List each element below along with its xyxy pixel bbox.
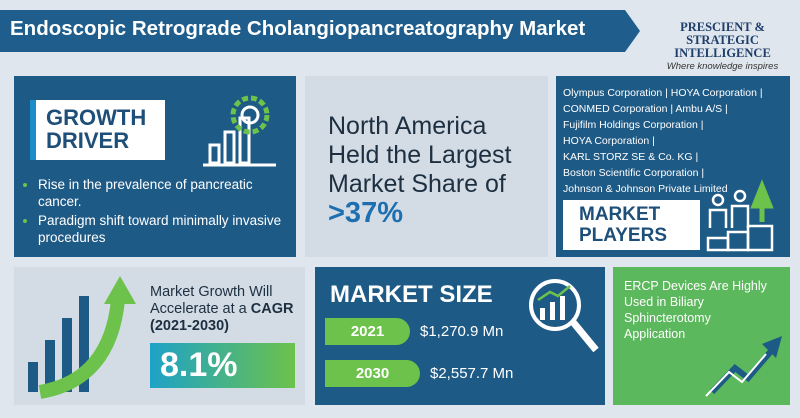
title: Endoscopic Retrograde Cholangiopancreato… [10, 17, 586, 40]
year-label: 2021 [325, 318, 410, 345]
growth-statement: Market Growth Will Accelerate at a [150, 284, 273, 317]
player-line: KARL STORZ SE & Co. KG | [563, 151, 699, 163]
arrow-head [104, 276, 136, 304]
player-line: Boston Scientific Corporation | [563, 167, 705, 179]
region-share: >37% [328, 197, 403, 229]
region-panel [305, 76, 548, 257]
growth-driver-heading: GROWTH DRIVER [30, 100, 165, 160]
title-banner [0, 10, 640, 52]
application-text: ERCP Devices Are Highly Used in Biliary … [624, 279, 767, 341]
player-line: Fujifilm Holdings Corporation | [563, 119, 704, 131]
market-size-rows: 2021 $1,270.9 Mn 2030 $2,557.7 Mn [325, 318, 595, 402]
bullet-text: Rise in the prevalence of pancreatic can… [38, 177, 253, 209]
market-size-row: 2030 $2,557.7 Mn [325, 360, 595, 387]
market-value: $1,270.9 Mn [420, 323, 504, 340]
logo-line: INTELLIGENCE [674, 46, 771, 60]
player-line: CONMED Corporation | Ambu A/S | [563, 103, 728, 115]
logo-line: PRESCIENT & STRATEGIC [680, 20, 765, 47]
growth-driver-list: Rise in the prevalence of pancreatic can… [16, 176, 286, 246]
bullet: Paradigm shift toward minimally invasive… [38, 212, 286, 246]
market-value: $2,557.7 Mn [430, 365, 514, 382]
player-line: Johnson & Johnson Private Limited [563, 183, 728, 195]
year-label: 2030 [325, 360, 420, 387]
bars-icon [203, 116, 276, 167]
region-prefix: of [485, 170, 506, 198]
gear-icon [230, 95, 270, 135]
growth-period: CAGR (2021-2030) [150, 301, 294, 334]
player-line: HOYA Corporation | [563, 135, 655, 147]
players-list: Olympus Corporation | HOYA Corporation |… [563, 85, 788, 197]
growth-arrow [38, 299, 125, 399]
cagr-value: 8.1% [150, 343, 295, 388]
gear-core [240, 105, 260, 125]
players-heading: MARKET PLAYERS [563, 200, 700, 250]
market-size-heading: MARKET SIZE [330, 281, 493, 308]
market-size-row: 2021 $1,270.9 Mn [325, 318, 595, 345]
bullet: Rise in the prevalence of pancreatic can… [38, 176, 286, 210]
growth-text: Market Growth Will Accelerate at a CAGR … [150, 284, 300, 335]
player-line: Olympus Corporation | HOYA Corporation | [563, 87, 763, 99]
region-statement: North America Held the Largest Market Sh… [328, 112, 512, 198]
region-text: North America Held the Largest Market Sh… [328, 112, 533, 229]
bullet-text: Paradigm shift toward minimally invasive… [38, 213, 282, 245]
up-arrow [750, 179, 774, 222]
application-panel [613, 267, 790, 405]
